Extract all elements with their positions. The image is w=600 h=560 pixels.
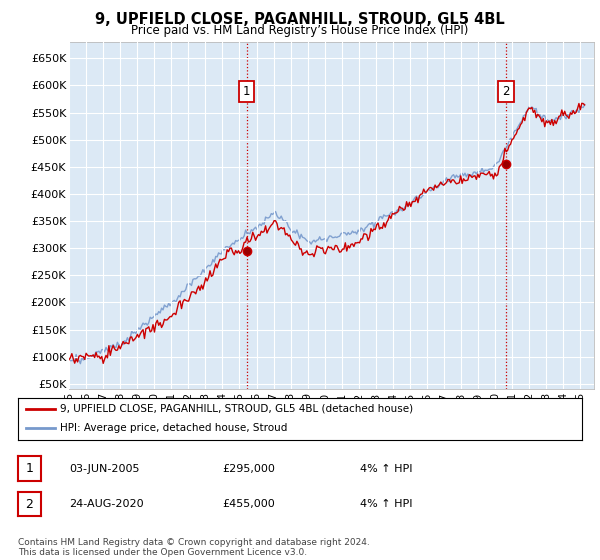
Text: 1: 1	[25, 462, 34, 475]
Text: 9, UPFIELD CLOSE, PAGANHILL, STROUD, GL5 4BL: 9, UPFIELD CLOSE, PAGANHILL, STROUD, GL5…	[95, 12, 505, 27]
Text: 24-AUG-2020: 24-AUG-2020	[69, 499, 143, 509]
Text: £295,000: £295,000	[222, 464, 275, 474]
Text: 4% ↑ HPI: 4% ↑ HPI	[360, 499, 413, 509]
Text: Contains HM Land Registry data © Crown copyright and database right 2024.
This d: Contains HM Land Registry data © Crown c…	[18, 538, 370, 557]
Text: Price paid vs. HM Land Registry’s House Price Index (HPI): Price paid vs. HM Land Registry’s House …	[131, 24, 469, 37]
Text: 1: 1	[243, 85, 250, 99]
Text: HPI: Average price, detached house, Stroud: HPI: Average price, detached house, Stro…	[60, 423, 287, 433]
Text: 4% ↑ HPI: 4% ↑ HPI	[360, 464, 413, 474]
Text: 9, UPFIELD CLOSE, PAGANHILL, STROUD, GL5 4BL (detached house): 9, UPFIELD CLOSE, PAGANHILL, STROUD, GL5…	[60, 404, 413, 414]
Text: 03-JUN-2005: 03-JUN-2005	[69, 464, 139, 474]
Text: 2: 2	[502, 85, 510, 99]
Text: £455,000: £455,000	[222, 499, 275, 509]
Text: 2: 2	[25, 497, 34, 511]
